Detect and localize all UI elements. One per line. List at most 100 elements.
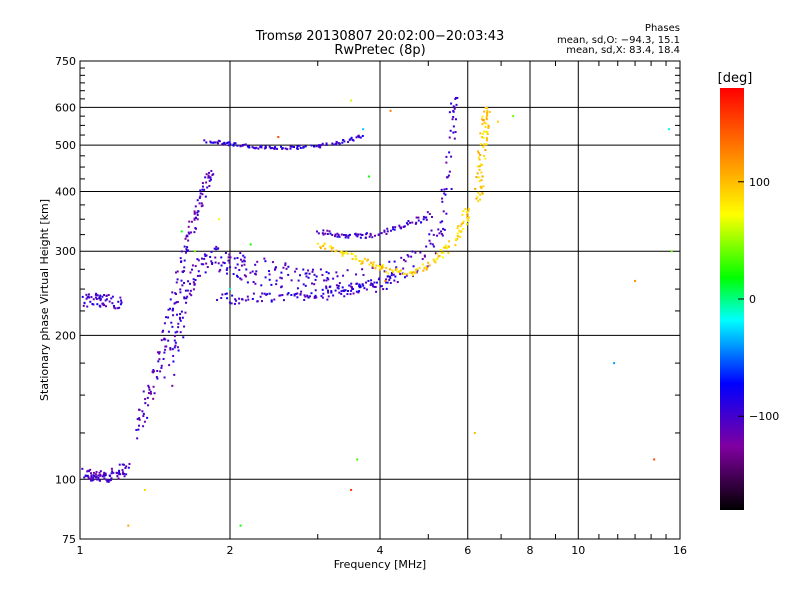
echo-point	[218, 140, 221, 143]
echo-point	[447, 245, 450, 248]
echo-point	[367, 175, 370, 178]
echo-point	[229, 143, 232, 146]
echo-point	[454, 131, 457, 134]
echo-point	[248, 146, 251, 149]
echo-point	[255, 270, 258, 273]
echo-point	[303, 294, 306, 297]
echo-point	[198, 202, 201, 205]
echo-point	[428, 233, 431, 236]
echo-point	[201, 188, 204, 191]
echo-point	[200, 202, 203, 205]
echo-point	[202, 263, 205, 266]
echo-point	[330, 249, 333, 252]
echo-point	[274, 268, 277, 271]
echo-point	[197, 259, 200, 262]
echo-point	[483, 154, 486, 157]
echo-point	[232, 273, 235, 276]
echo-point	[104, 299, 107, 302]
echo-point	[307, 276, 310, 279]
echo-point	[138, 408, 141, 411]
echo-point	[359, 236, 362, 239]
echo-point	[466, 218, 469, 221]
echo-point	[319, 146, 322, 149]
echo-point	[460, 223, 463, 226]
echo-point	[107, 294, 110, 297]
echo-point	[387, 272, 390, 275]
echo-point	[138, 418, 141, 421]
echo-point	[440, 251, 443, 254]
echo-point	[88, 477, 91, 480]
echo-point	[305, 275, 308, 278]
echo-point	[195, 216, 198, 219]
echo-point	[482, 185, 485, 188]
echo-point	[188, 232, 191, 235]
echo-point	[303, 298, 306, 301]
echo-point	[402, 258, 405, 261]
echo-point	[200, 257, 203, 260]
echo-point	[223, 262, 226, 265]
echo-point	[193, 218, 196, 221]
echo-point	[206, 186, 209, 189]
echo-point	[249, 243, 252, 246]
echo-point	[356, 235, 359, 238]
echo-point	[111, 295, 114, 298]
echo-point	[244, 143, 247, 146]
echo-point	[348, 284, 351, 287]
echo-point	[357, 291, 360, 294]
echo-point	[336, 286, 339, 289]
echo-point	[334, 233, 337, 236]
echo-point	[123, 475, 126, 478]
echo-point	[92, 478, 95, 481]
echo-point	[390, 274, 393, 277]
echo-point	[135, 428, 138, 431]
echo-point	[461, 222, 464, 225]
echo-point	[95, 475, 98, 478]
echo-point	[110, 472, 113, 475]
echo-point	[452, 109, 455, 112]
x-tick-label: 4	[377, 544, 384, 557]
echo-point	[361, 134, 364, 137]
echo-point	[117, 477, 120, 480]
echo-point	[447, 252, 450, 255]
echo-point	[484, 157, 487, 160]
echo-point	[341, 254, 344, 257]
echo-point	[306, 295, 309, 298]
echo-point	[299, 146, 302, 149]
echo-point	[412, 265, 415, 268]
echo-point	[323, 243, 326, 246]
chart-title-line2: RwPretec (8p)	[334, 43, 425, 58]
echo-point	[264, 145, 267, 148]
echo-point	[325, 287, 328, 290]
echo-point	[160, 364, 163, 367]
echo-point	[334, 289, 337, 292]
echo-point	[375, 290, 378, 293]
echo-point	[373, 285, 376, 288]
echo-point	[205, 173, 208, 176]
echo-point	[337, 287, 340, 290]
echo-point	[448, 136, 451, 139]
echo-point	[195, 227, 198, 230]
echo-point	[415, 221, 418, 224]
echo-point	[89, 300, 92, 303]
echo-point	[399, 226, 402, 229]
y-tick-label: 200	[55, 329, 76, 342]
echo-point	[186, 295, 189, 298]
echo-point	[246, 295, 249, 298]
echo-point	[419, 221, 422, 224]
echo-point	[416, 268, 419, 271]
echo-point	[197, 270, 200, 273]
echo-point	[331, 142, 334, 145]
echo-point	[201, 185, 204, 188]
echo-point	[116, 307, 119, 310]
echo-point	[441, 200, 444, 203]
echo-point	[193, 210, 196, 213]
echo-point	[218, 270, 221, 273]
echo-point	[197, 210, 200, 213]
echo-point	[121, 463, 124, 466]
echo-point	[419, 251, 422, 254]
echo-point	[177, 349, 180, 352]
echo-point	[296, 147, 299, 150]
echo-point	[90, 296, 93, 299]
echo-point	[188, 220, 191, 223]
echo-point	[184, 289, 187, 292]
